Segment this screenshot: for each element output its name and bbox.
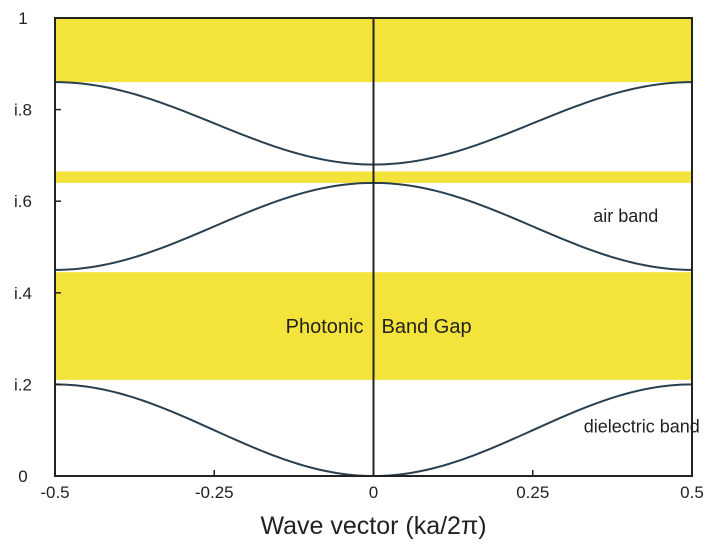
y-tick-label: i.8 bbox=[14, 101, 32, 120]
x-tick-label: 0.25 bbox=[516, 483, 549, 502]
annotation-air-band: air band bbox=[593, 206, 658, 226]
y-tick-label: 1 bbox=[18, 9, 27, 28]
y-tick-label: i.6 bbox=[14, 192, 32, 211]
y-tick-label: 0 bbox=[18, 467, 27, 486]
band-gap-label-photonic: Photonic bbox=[286, 316, 364, 338]
x-axis-ticks: -0.5 -0.25 0 0.25 0.5 bbox=[40, 470, 704, 502]
x-axis-label: Wave vector (ka/2π) bbox=[260, 512, 486, 540]
x-tick-label: -0.5 bbox=[40, 483, 69, 502]
y-axis-ticks: 0 i.2 i.4 i.6 i.8 1 bbox=[14, 9, 61, 486]
annotation-dielectric-band: dielectric band bbox=[584, 416, 700, 436]
x-tick-label: -0.25 bbox=[195, 483, 234, 502]
band-gap-label-band-gap: Band Gap bbox=[382, 316, 472, 338]
x-tick-label: 0 bbox=[369, 483, 378, 502]
x-tick-label: 0.5 bbox=[680, 483, 704, 502]
y-tick-label: i.4 bbox=[14, 284, 32, 303]
band-annotations: air band dielectric band bbox=[584, 206, 700, 437]
y-tick-label: i.2 bbox=[14, 375, 32, 394]
